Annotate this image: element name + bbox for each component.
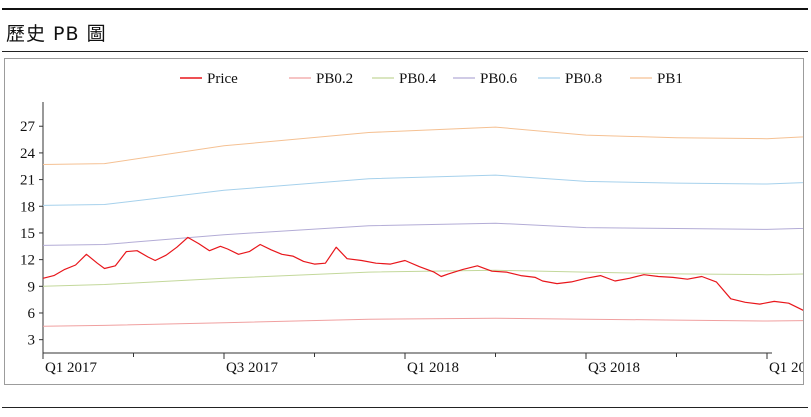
series-line-pb1 [42,126,803,165]
y-tick-label-12: 12 [20,253,35,269]
x-tick-label-2: Q1 2018 [407,360,459,376]
section-title: 歷史 PB 圖 [6,23,107,45]
x-tick-label-4: Q1 2019 [769,360,803,376]
series-line-pb0-8 [42,174,803,206]
y-tick-label-9: 9 [28,279,36,295]
x-tick-label-1: Q3 2017 [226,360,279,376]
legend-label-pb0-2: PB0.2 [316,71,353,87]
y-tick-label-27: 27 [20,119,36,135]
x-tick-label-3: Q3 2018 [588,360,640,376]
legend-label-price: Price [207,71,238,87]
series-line-pb0-2 [42,317,803,327]
y-tick-label-3: 3 [28,333,36,349]
title-rule [2,51,808,52]
y-tick-label-15: 15 [20,226,35,242]
series-line-price [42,236,803,311]
legend-label-pb1: PB1 [657,71,683,87]
y-tick-label-24: 24 [20,146,36,162]
series-line-pb0-4 [42,269,803,287]
series-line-pb0-6 [42,222,803,246]
y-tick-label-18: 18 [20,199,35,215]
pb-history-chart: 3 6 9 12 15 18 21 24 27 Q1 2017 Q3 2017 Q1 2018 Q3 2… [20,71,803,376]
y-tick-label-21: 21 [20,173,35,189]
bottom-rule [2,407,808,408]
x-tick-label-0: Q1 2017 [45,360,98,376]
legend-label-pb0-8: PB0.8 [565,71,602,87]
legend-label-pb0-4: PB0.4 [399,71,437,87]
y-tick-label-6: 6 [28,306,36,322]
chart-frame: 3 6 9 12 15 18 21 24 27 Q1 2017 Q3 2017 Q1 2018 Q3 2… [4,58,804,385]
legend-label-pb0-6: PB0.6 [480,71,518,87]
top-rule [2,8,808,10]
